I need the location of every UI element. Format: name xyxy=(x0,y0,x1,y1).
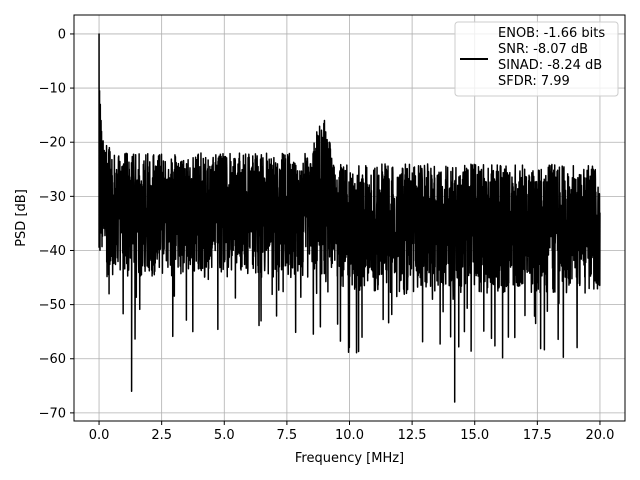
y-tick-label: −50 xyxy=(39,298,66,313)
legend-entry-sinad: SINAD: -8.24 dB xyxy=(498,58,602,73)
legend-box xyxy=(454,21,619,97)
y-tick-label: −30 xyxy=(39,190,66,205)
ticks: 0.0 2.5 5.0 7.5 10.0 12.5 15.0 17.5 20.0 0 −10 −20 −… xyxy=(39,27,615,443)
legend-entry-enob: ENOB: -1.66 bits xyxy=(498,26,605,41)
psd-series-line xyxy=(98,33,601,403)
y-tick-label: −20 xyxy=(39,136,66,151)
x-tick-label: 10.0 xyxy=(335,428,364,443)
y-tick-label: −60 xyxy=(39,352,66,367)
x-tick-label: 17.5 xyxy=(523,428,552,443)
x-tick-label: 12.5 xyxy=(398,428,427,443)
legend-entry-sfdr: SFDR: 7.99 xyxy=(498,74,570,89)
legend: ENOB: -1.66 bits SNR: -8.07 dB SINAD: -8… xyxy=(454,21,619,97)
y-tick-label: 0 xyxy=(58,27,66,42)
x-axis-label: Frequency [MHz] xyxy=(295,451,404,466)
y-tick-label: −40 xyxy=(39,244,66,259)
x-tick-label: 2.5 xyxy=(151,428,172,443)
x-tick-label: 15.0 xyxy=(460,428,489,443)
y-tick-label: −10 xyxy=(39,82,66,97)
y-axis-label: PSD [dB] xyxy=(14,189,29,247)
x-tick-label: 5.0 xyxy=(214,428,235,443)
legend-entry-snr: SNR: -8.07 dB xyxy=(498,42,588,57)
y-tick-label: −70 xyxy=(39,406,66,421)
x-tick-label: 0.0 xyxy=(89,428,110,443)
x-tick-label: 7.5 xyxy=(277,428,298,443)
x-tick-label: 20.0 xyxy=(585,428,614,443)
plot-area xyxy=(98,33,601,403)
